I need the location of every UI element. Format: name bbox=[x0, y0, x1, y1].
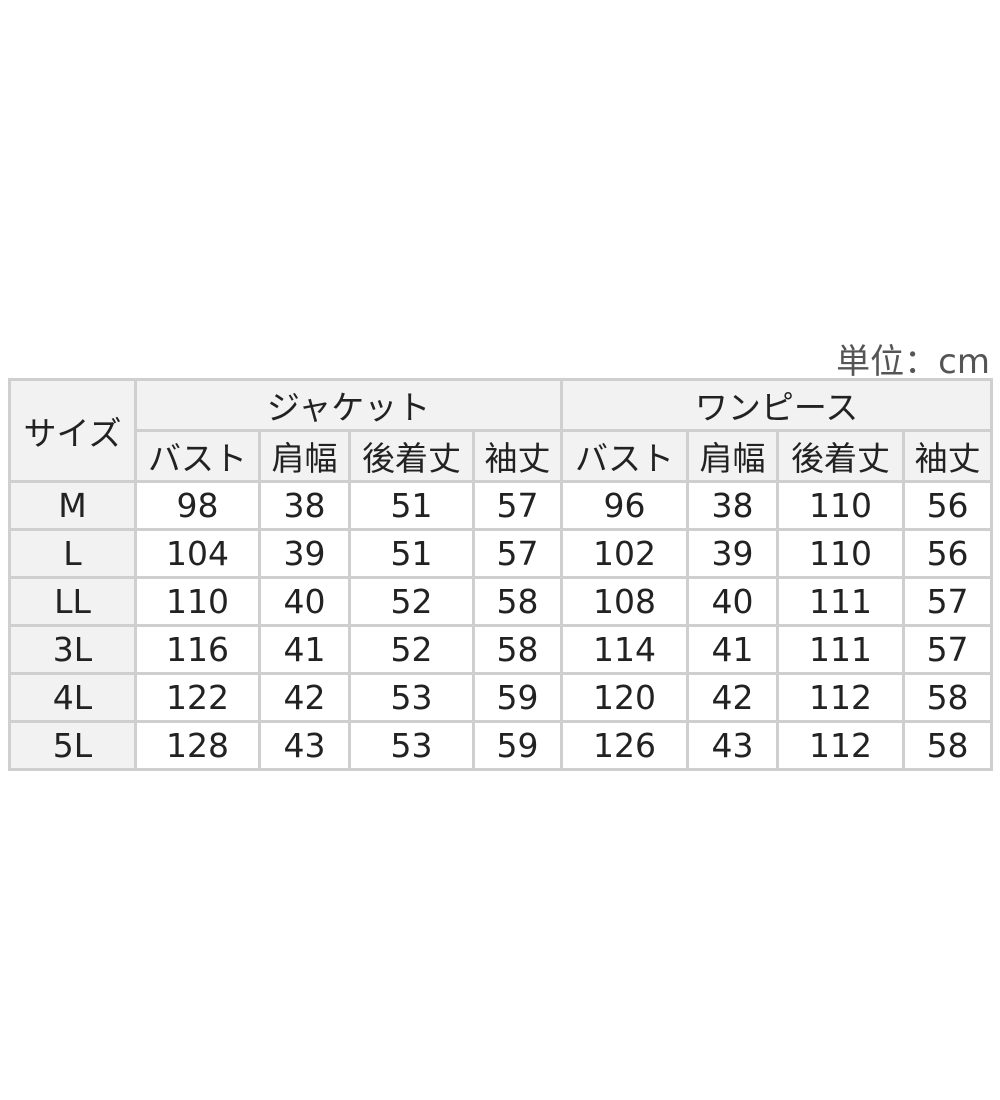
value-cell: 96 bbox=[560, 480, 690, 531]
column-header: 肩幅 bbox=[686, 429, 780, 483]
value-cell: 53 bbox=[348, 672, 475, 723]
value-cell: 120 bbox=[560, 672, 690, 723]
value-cell: 57 bbox=[471, 528, 564, 579]
size-cell: L bbox=[8, 528, 137, 579]
table-row: L 104 39 51 57 102 39 110 56 bbox=[8, 528, 994, 579]
value-cell: 39 bbox=[686, 528, 780, 579]
size-header: サイズ bbox=[8, 378, 137, 483]
table-row: 4L 122 42 53 59 120 42 112 58 bbox=[8, 672, 994, 723]
value-cell: 40 bbox=[686, 576, 780, 627]
value-cell: 114 bbox=[560, 624, 690, 675]
value-cell: 112 bbox=[776, 672, 906, 723]
value-cell: 58 bbox=[902, 672, 994, 723]
value-cell: 59 bbox=[471, 720, 564, 771]
column-header: 袖丈 bbox=[902, 429, 994, 483]
value-cell: 52 bbox=[348, 624, 475, 675]
value-cell: 42 bbox=[686, 672, 780, 723]
value-cell: 98 bbox=[134, 480, 261, 531]
size-cell: 4L bbox=[8, 672, 137, 723]
value-cell: 38 bbox=[258, 480, 351, 531]
value-cell: 52 bbox=[348, 576, 475, 627]
table-row: 5L 128 43 53 59 126 43 112 58 bbox=[8, 720, 994, 771]
column-header: バスト bbox=[560, 429, 690, 483]
value-cell: 128 bbox=[134, 720, 261, 771]
column-header: 肩幅 bbox=[258, 429, 351, 483]
column-header: 袖丈 bbox=[471, 429, 564, 483]
value-cell: 43 bbox=[686, 720, 780, 771]
value-cell: 57 bbox=[471, 480, 564, 531]
value-cell: 108 bbox=[560, 576, 690, 627]
jacket-group-header: ジャケット bbox=[133, 378, 564, 432]
size-table: サイズ ジャケット ワンピース バスト 肩幅 後着丈 袖丈 バスト 肩幅 後着丈… bbox=[8, 378, 994, 771]
value-cell: 51 bbox=[348, 528, 475, 579]
value-cell: 39 bbox=[258, 528, 351, 579]
size-cell: 3L bbox=[8, 624, 137, 675]
column-header: 後着丈 bbox=[776, 429, 906, 483]
value-cell: 42 bbox=[258, 672, 351, 723]
value-cell: 58 bbox=[471, 624, 564, 675]
size-cell: LL bbox=[8, 576, 137, 627]
value-cell: 122 bbox=[134, 672, 261, 723]
value-cell: 43 bbox=[258, 720, 351, 771]
value-cell: 56 bbox=[902, 480, 994, 531]
value-cell: 111 bbox=[776, 576, 906, 627]
value-cell: 110 bbox=[776, 528, 906, 579]
value-cell: 110 bbox=[134, 576, 261, 627]
value-cell: 58 bbox=[471, 576, 564, 627]
value-cell: 111 bbox=[776, 624, 906, 675]
value-cell: 41 bbox=[258, 624, 351, 675]
value-cell: 57 bbox=[902, 576, 994, 627]
value-cell: 102 bbox=[560, 528, 690, 579]
value-cell: 56 bbox=[902, 528, 994, 579]
value-cell: 110 bbox=[776, 480, 906, 531]
table-row: M 98 38 51 57 96 38 110 56 bbox=[8, 480, 994, 531]
value-cell: 58 bbox=[902, 720, 994, 771]
value-cell: 40 bbox=[258, 576, 351, 627]
column-header: バスト bbox=[134, 429, 261, 483]
table-row: LL 110 40 52 58 108 40 111 57 bbox=[8, 576, 994, 627]
column-header: 後着丈 bbox=[348, 429, 475, 483]
table-row: 3L 116 41 52 58 114 41 111 57 bbox=[8, 624, 994, 675]
size-cell: M bbox=[8, 480, 137, 531]
value-cell: 57 bbox=[902, 624, 994, 675]
dress-group-header: ワンピース bbox=[560, 378, 994, 432]
value-cell: 38 bbox=[686, 480, 780, 531]
value-cell: 59 bbox=[471, 672, 564, 723]
value-cell: 51 bbox=[348, 480, 475, 531]
value-cell: 116 bbox=[134, 624, 261, 675]
value-cell: 112 bbox=[776, 720, 906, 771]
value-cell: 104 bbox=[134, 528, 261, 579]
value-cell: 41 bbox=[686, 624, 780, 675]
unit-label: 単位：cm bbox=[836, 342, 990, 382]
value-cell: 53 bbox=[348, 720, 475, 771]
size-cell: 5L bbox=[8, 720, 137, 771]
value-cell: 126 bbox=[560, 720, 690, 771]
